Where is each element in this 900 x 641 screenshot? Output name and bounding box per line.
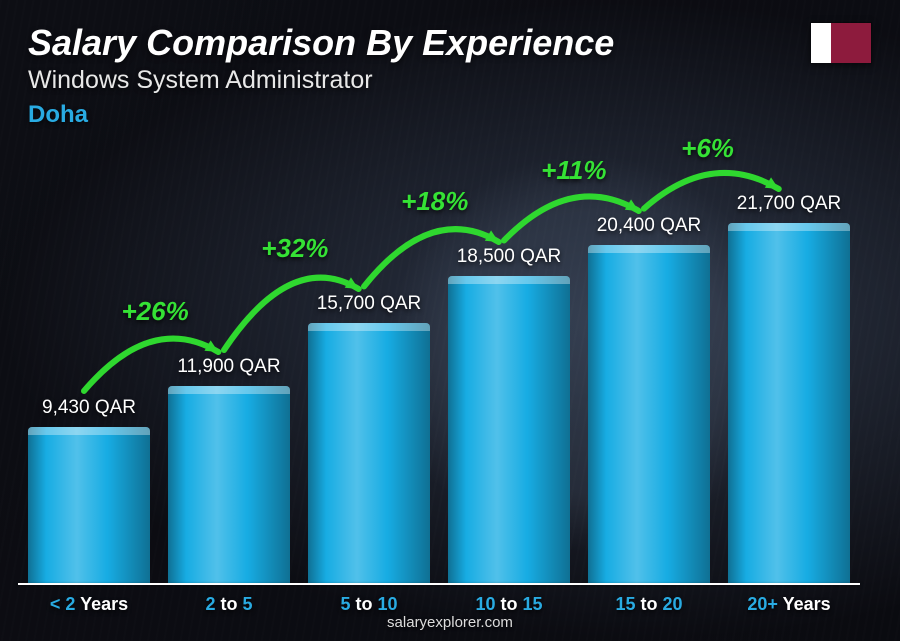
chart-baseline	[18, 583, 860, 585]
bar-column: 15,700 QAR5 to 10	[308, 293, 430, 583]
bar-value-label: 11,900 QAR	[177, 356, 280, 378]
bar-column: 20,400 QAR15 to 20	[588, 215, 710, 583]
bar	[28, 427, 150, 583]
x-axis-label: < 2 Years	[50, 594, 128, 615]
x-axis-label: 2 to 5	[205, 594, 252, 615]
qatar-flag-icon	[810, 22, 872, 64]
x-axis-label: 15 to 20	[615, 594, 682, 615]
bar-column: 9,430 QAR< 2 Years	[28, 397, 150, 583]
x-axis-label: 10 to 15	[475, 594, 542, 615]
infographic-container: Salary Comparison By Experience Windows …	[0, 0, 900, 641]
bar	[588, 245, 710, 583]
bar-value-label: 9,430 QAR	[42, 397, 136, 419]
salary-bar-chart: 9,430 QAR< 2 Years11,900 QAR2 to 515,700…	[28, 163, 850, 583]
location: Doha	[28, 101, 872, 129]
bar-value-label: 18,500 QAR	[457, 246, 562, 268]
bar	[308, 323, 430, 583]
job-title: Windows System Administrator	[28, 66, 872, 95]
bar	[448, 276, 570, 583]
bar-column: 18,500 QAR10 to 15	[448, 246, 570, 583]
bar	[168, 386, 290, 583]
header: Salary Comparison By Experience Windows …	[28, 22, 872, 129]
x-axis-label: 20+ Years	[747, 594, 830, 615]
bar-column: 21,700 QAR20+ Years	[728, 193, 850, 583]
bar-column: 11,900 QAR2 to 5	[168, 356, 290, 583]
growth-percent-label: +6%	[681, 133, 734, 164]
bar-value-label: 15,700 QAR	[317, 293, 422, 315]
page-title: Salary Comparison By Experience	[28, 22, 872, 64]
bar-value-label: 20,400 QAR	[597, 215, 702, 237]
footer-credit: salaryexplorer.com	[0, 614, 900, 631]
x-axis-label: 5 to 10	[340, 594, 397, 615]
bar	[728, 223, 850, 583]
bar-value-label: 21,700 QAR	[737, 193, 842, 215]
